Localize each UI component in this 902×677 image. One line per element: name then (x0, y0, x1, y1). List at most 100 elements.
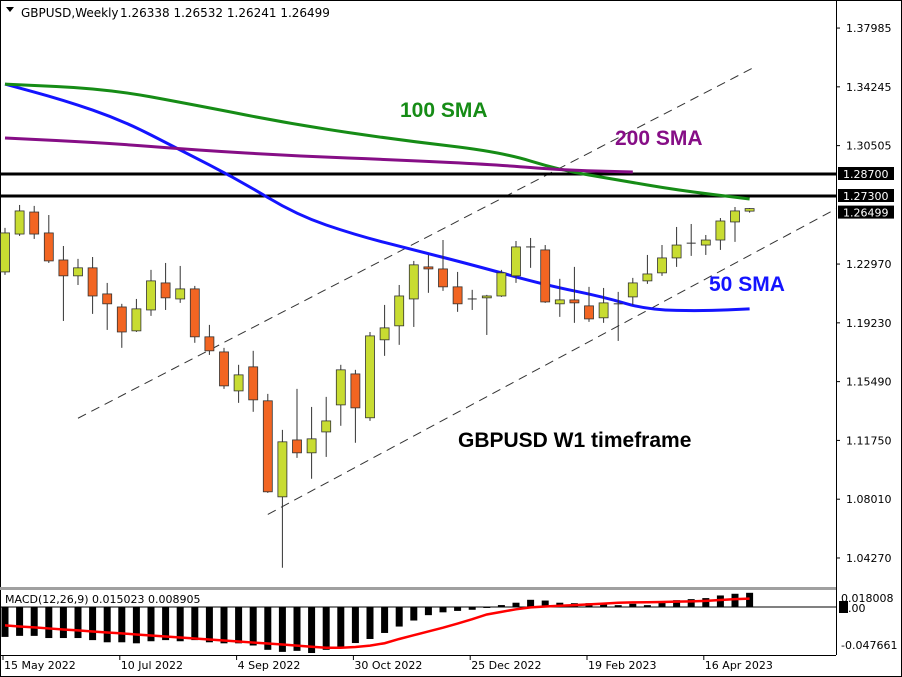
annotation-50-sma: 50 SMA (709, 273, 785, 296)
macd-histogram-bar (1, 606, 9, 637)
ohlc-readout: 1.26338 1.26532 1.26241 1.26499 (120, 6, 330, 20)
triangle-down-icon[interactable] (6, 7, 14, 12)
candle (350, 369, 361, 443)
candle (102, 282, 113, 330)
panel-separator[interactable] (0, 587, 836, 590)
candle (627, 277, 638, 305)
price-level-box (838, 166, 894, 180)
macd-histogram-bar (468, 606, 476, 610)
candle-body (438, 268, 448, 288)
candle-body (43, 232, 54, 262)
candle (423, 254, 434, 293)
macd-histogram-bar (439, 606, 447, 613)
price-axis[interactable]: 1.37985 1.34245 1.30505 1.22970 1.19230 1.154… (836, 22, 892, 565)
macd-histogram-bar (293, 606, 301, 651)
candle-body (554, 299, 565, 305)
macd-histogram-bar (381, 606, 389, 633)
candle (526, 237, 536, 268)
candle (248, 350, 259, 412)
macd-histogram-bar (322, 606, 330, 650)
candle (744, 208, 755, 213)
price-tick-label: 1.22970 (846, 258, 892, 271)
price-tick-label: 1.08010 (846, 493, 892, 506)
candle-body (0, 232, 10, 273)
candle (321, 396, 332, 457)
macd-histogram-bar (89, 606, 97, 641)
candle-body (306, 438, 317, 454)
candle-body (204, 336, 215, 352)
candle (657, 245, 667, 276)
macd-histogram-bar (16, 606, 24, 636)
candle (262, 393, 273, 493)
macd-histogram-bar (541, 600, 549, 607)
macd-histogram-bar (454, 606, 462, 611)
price-tick-label: 1.11750 (846, 434, 892, 447)
candle-body (365, 335, 375, 419)
price-level-box-label: 1.26499 (843, 207, 889, 220)
macd-histogram-bar (687, 599, 695, 607)
time-axis[interactable]: 15 May 2022 10 Jul 2022 4 Sep 2022 30 Oct 2… (2, 655, 773, 672)
candle (43, 215, 54, 263)
candle (671, 226, 682, 267)
candle (584, 286, 594, 322)
candle-body (452, 286, 463, 305)
candle (175, 265, 186, 303)
candle (686, 223, 696, 256)
candle (642, 254, 653, 284)
price-tick-label: 1.34245 (846, 81, 892, 94)
macd-histogram-bar (132, 606, 140, 644)
candle-body (321, 420, 332, 433)
candle-body (29, 211, 40, 235)
candle-body (423, 266, 434, 270)
candle-body (175, 288, 186, 300)
candle-body (277, 441, 288, 498)
candle (335, 364, 346, 426)
candle-body (700, 239, 711, 246)
macd-histogram-bar (527, 599, 535, 607)
macd-signal-line (4, 597, 750, 649)
macd-histogram-bar (45, 606, 53, 639)
macd-histogram-bar (614, 605, 622, 607)
macd-histogram-bar (483, 606, 491, 608)
candle-body (408, 264, 419, 300)
macd-scale-top: 0.018008 (841, 592, 894, 605)
macd-histogram-bar (205, 606, 213, 643)
price-tick-label: 1.30505 (846, 140, 892, 153)
price-level-box-label: 1.27300 (843, 190, 889, 203)
annotation-100-sma: 100 SMA (400, 99, 488, 122)
candle (204, 324, 215, 355)
candle (306, 406, 317, 479)
symbol-title: GBPUSD,Weekly (21, 6, 119, 20)
candle-body (335, 369, 346, 406)
candle (554, 278, 565, 317)
moving-average-line (4, 136, 633, 174)
candle (219, 347, 229, 389)
candle (379, 304, 390, 356)
candle-body (744, 208, 755, 212)
candle-body (160, 282, 171, 299)
macd-histogram-bar (497, 605, 505, 607)
macd-histogram-bar (191, 606, 199, 641)
macd-scale-zero: 0.00 (841, 602, 866, 615)
candle-body (73, 267, 83, 277)
candle (511, 240, 521, 283)
macd-zero-marker (839, 601, 848, 613)
candle (292, 388, 302, 458)
macd-histogram-bar (395, 606, 403, 627)
candle-body (131, 308, 142, 332)
horizontal-levels (0, 172, 836, 198)
macd-histogram-bar (118, 606, 126, 643)
candle-body (14, 210, 25, 235)
macd-histogram-bar (658, 602, 666, 607)
price-level-labels: 1.28700 1.27300 1.26499 (838, 166, 894, 220)
time-tick-label: 15 May 2022 (4, 659, 76, 672)
candle-body (598, 302, 609, 319)
candle-body (233, 374, 244, 392)
candle (715, 218, 726, 250)
macd-histogram-bar (162, 606, 170, 641)
macd-histogram-bar (147, 606, 155, 642)
candle-body (146, 280, 156, 311)
